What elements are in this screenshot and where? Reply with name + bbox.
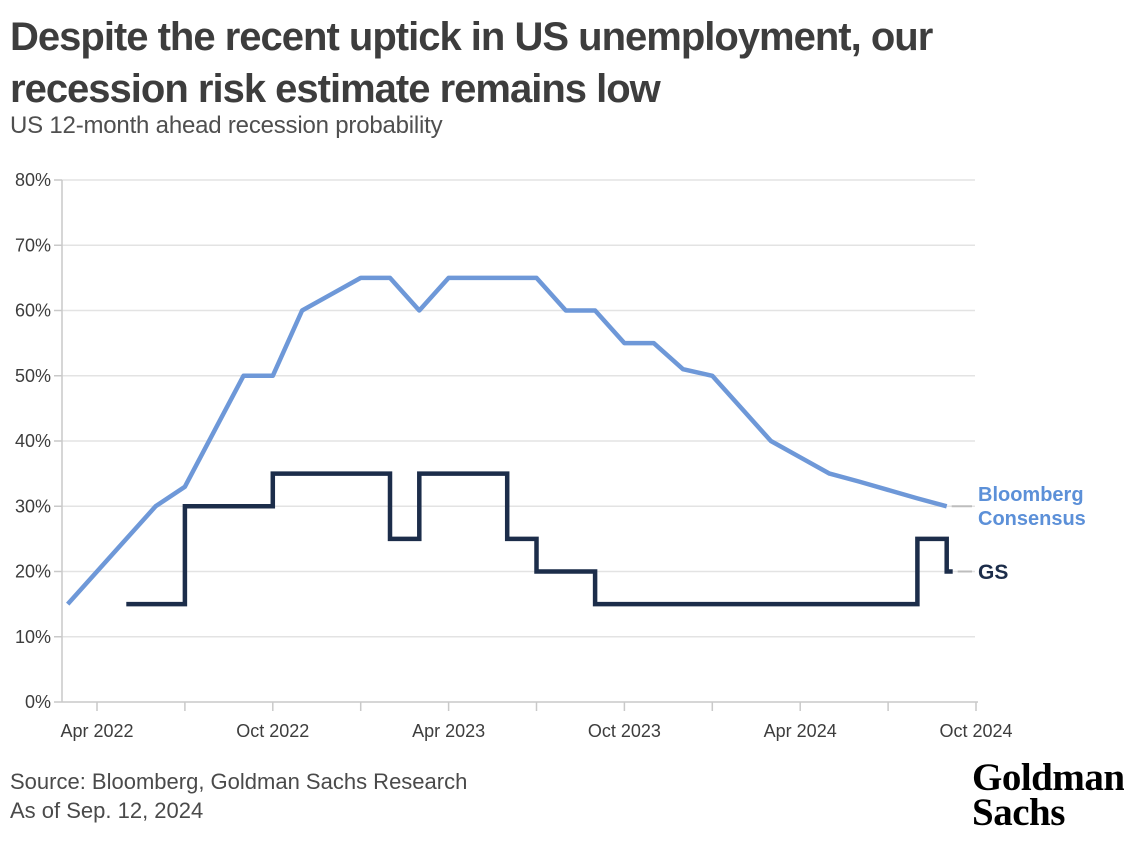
x-tick-label: Apr 2024 bbox=[764, 721, 837, 741]
x-tick-label: Oct 2023 bbox=[588, 721, 661, 741]
series-label-gs: GS bbox=[978, 561, 1009, 584]
y-tick-label: 10% bbox=[15, 627, 51, 647]
as-of-line: As of Sep. 12, 2024 bbox=[10, 798, 204, 823]
y-tick-label: 70% bbox=[15, 235, 51, 255]
x-tick-label: Oct 2024 bbox=[939, 721, 1012, 741]
logo-line-2: Sachs bbox=[972, 791, 1065, 834]
goldman-sachs-logo: Goldman Sachs bbox=[972, 756, 1124, 834]
gs-line bbox=[126, 471, 953, 607]
chart-subtitle: US 12-month ahead recession probability bbox=[10, 112, 443, 139]
x-tick-label: Apr 2022 bbox=[60, 721, 133, 741]
y-tick-label: 40% bbox=[15, 431, 51, 451]
x-tick-label: Oct 2022 bbox=[236, 721, 309, 741]
y-tick-label: 20% bbox=[15, 562, 51, 582]
x-tick-label: Apr 2023 bbox=[412, 721, 485, 741]
y-tick-label: 60% bbox=[15, 301, 51, 321]
y-tick-label: 0% bbox=[25, 692, 51, 712]
y-tick-label: 30% bbox=[15, 496, 51, 516]
y-tick-label: 80% bbox=[15, 170, 51, 190]
footer: Source: Bloomberg, Goldman Sachs Researc… bbox=[10, 767, 467, 825]
bloomberg-consensus-line bbox=[66, 275, 948, 606]
source-line: Source: Bloomberg, Goldman Sachs Researc… bbox=[10, 769, 468, 794]
series-label-bloomberg-consensus: Bloomberg Consensus bbox=[978, 484, 1086, 530]
logo-line-1: Goldman bbox=[972, 756, 1124, 799]
page-title: Despite the recent uptick in US unemploy… bbox=[10, 15, 933, 111]
y-tick-label: 50% bbox=[15, 366, 51, 386]
